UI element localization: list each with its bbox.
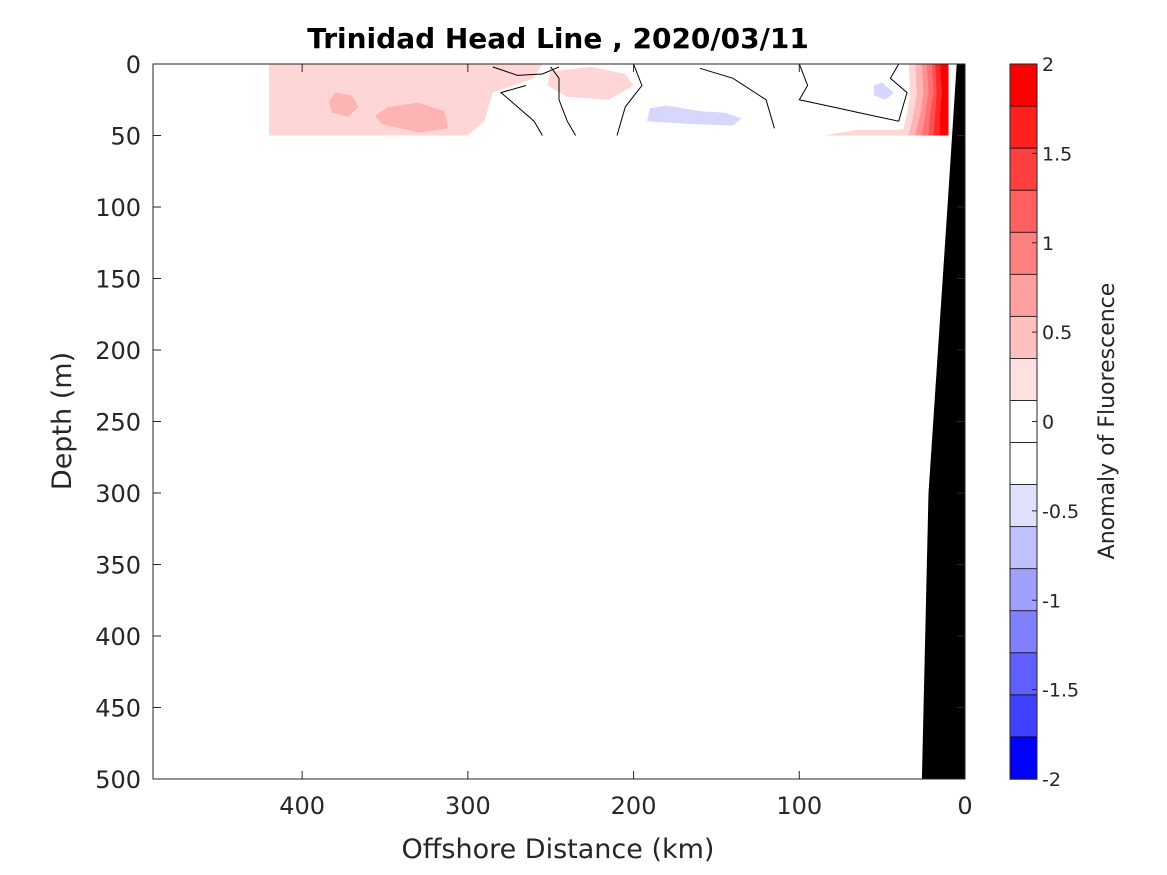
x-axis-label: Offshore Distance (km) [402,834,715,865]
colorbar-tick-label: 2 [1042,54,1054,76]
x-tick-label: 0 [957,792,972,820]
anomaly-region-2 [375,102,448,133]
y-tick-label: 400 [95,623,141,651]
colorbar-swatch [1009,484,1038,528]
seafloor-layer [921,64,965,779]
y-tick-label: 50 [110,123,141,151]
colorbar-swatch [1009,105,1038,149]
colorbar-ticks: 2 1.5 1 0.5 0 -0.5 -1 -1.5 -2 [1032,54,1079,791]
colorbar-swatch [1009,610,1038,654]
colorbar-tick-label: 0.5 [1042,322,1072,344]
y-tick-label: 250 [95,409,141,437]
y-tick-label: 150 [95,266,141,294]
y-tick-label: 0 [126,51,141,79]
plot-area [152,63,966,780]
colorbar-swatch [1009,736,1038,780]
anomaly-region-1 [328,92,359,117]
y-tick-label: 100 [95,194,141,222]
x-tick-label: 400 [279,792,325,820]
colorbar-swatch [1009,442,1038,486]
colorbar-swatch [1009,358,1038,402]
contour-line-1 [499,85,543,136]
x-tick-label: 100 [776,792,822,820]
colorbar-tick-label: -0.5 [1042,501,1079,523]
colorbar-swatch [1009,147,1038,191]
seafloor [921,64,965,779]
colorbar-swatch [1009,568,1038,612]
contour-line-3 [616,64,643,136]
colorbar-swatch [1009,189,1038,233]
contour-line-4 [699,67,775,129]
y-axis-label: Depth (m) [47,352,78,490]
colorbar-swatch [1009,273,1038,318]
y-tick-label: 300 [95,480,141,508]
x-axis: 400 300 200 100 0 [279,64,973,820]
zero-contours [492,64,908,136]
y-tick-label: 350 [95,552,141,580]
contour-line-5 [798,64,908,122]
y-axis: 0 50 100 150 200 250 300 350 400 450 500 [95,51,965,794]
colorbar: 2 1.5 1 0.5 0 -0.5 -1 -1.5 -2 Anomaly of Fluores… [1009,54,1120,791]
colorbar-swatch [1009,526,1038,570]
chart-title: Trinidad Head Line , 2020/03/11 [307,22,809,55]
colorbar-tick-label: 1.5 [1042,143,1072,165]
colorbar-tick-label: 0 [1042,412,1054,434]
coastal-band-6 [940,64,949,136]
colorbar-label: Anomaly of Fluorescence [1095,283,1120,560]
colorbar-swatch [1009,652,1038,696]
colorbar-swatch [1009,315,1038,360]
colorbar-tick-label: -2 [1042,769,1061,791]
y-tick-label: 500 [95,766,141,794]
anomaly-region-5 [873,82,894,100]
colorbar-swatch [1009,231,1038,276]
colorbar-tick-label: 1 [1042,233,1054,255]
anomaly-regions [269,64,949,136]
colorbar-tick-label: -1 [1042,590,1061,612]
colorbar-tick-label: -1.5 [1042,680,1079,702]
anomaly-region-3 [547,66,634,100]
contour-line-0 [492,66,560,76]
anomaly-region-4 [646,105,742,126]
y-tick-label: 200 [95,337,141,365]
colorbar-swatch [1009,694,1038,738]
x-tick-label: 200 [611,792,657,820]
plot-background [153,64,965,779]
colorbar-swatch [1009,63,1038,107]
contour-line-2 [550,66,577,136]
y-tick-label: 450 [95,695,141,723]
anomaly-region-0 [269,64,543,136]
x-tick-label: 300 [445,792,491,820]
colorbar-swatches [1009,63,1038,780]
